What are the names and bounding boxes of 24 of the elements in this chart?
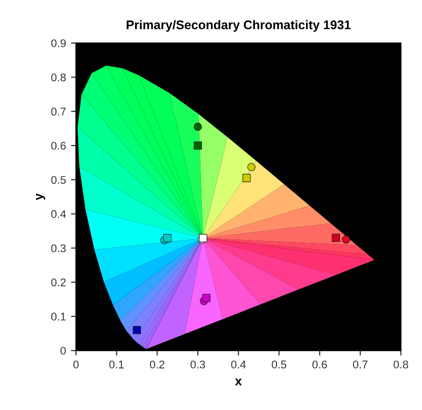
x-tick-label: 0.6 xyxy=(312,360,327,368)
chart-title: Primary/Secondary Chromaticity 1931 xyxy=(126,20,351,32)
y-tick-label: 0.5 xyxy=(51,176,66,184)
x-tick-label: 0.3 xyxy=(190,360,206,368)
y-tick-label: 0.6 xyxy=(51,142,66,150)
x-tick-label: 0 xyxy=(73,360,79,368)
x-tick-label: 0.2 xyxy=(150,360,164,368)
x-tick-label: 0.8 xyxy=(394,360,408,368)
y-axis-title: y xyxy=(36,193,46,200)
y-tick-label: 0.2 xyxy=(51,278,66,286)
y-tick-label: 0.3 xyxy=(51,244,66,252)
y-tick-label: 0 xyxy=(60,346,66,355)
point xyxy=(332,234,340,242)
x-tick-label: 0.7 xyxy=(352,360,368,368)
x-tick-label: 0.4 xyxy=(231,360,246,368)
x-axis-title: x xyxy=(235,378,242,386)
y-tick-label: 0.9 xyxy=(51,39,66,48)
y-tick-label: 0.4 xyxy=(51,210,66,218)
y-tick-label: 0.7 xyxy=(51,108,66,116)
x-tick-label: 0.1 xyxy=(109,360,124,368)
y-tick-label: 0.8 xyxy=(51,73,66,82)
y-tick-label: 0.1 xyxy=(51,312,66,321)
point xyxy=(132,326,141,334)
x-tick-label: 0.5 xyxy=(272,360,286,368)
